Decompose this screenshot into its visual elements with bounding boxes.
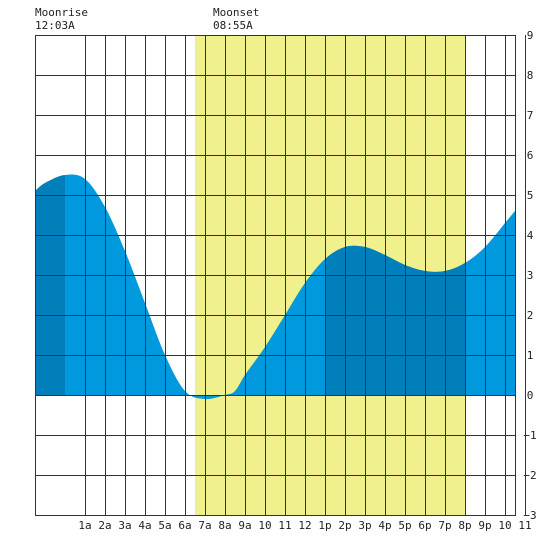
x-tick-label: 8p xyxy=(458,519,471,532)
x-tick-label-layer: 1a 2a 3a 4a 5a 6a 7a 8a 9a 10 11 12 1p 2p 3p 4p 5p 6p 7p 8p… xyxy=(78,519,531,532)
y-tick-label: 0 xyxy=(527,389,534,402)
x-tick-label: 6a xyxy=(178,519,191,532)
x-tick-label: 3a xyxy=(118,519,131,532)
y-tick-label: 6 xyxy=(527,149,534,162)
x-tick-label: 3p xyxy=(358,519,371,532)
x-tick-label: 4a xyxy=(138,519,151,532)
plot-border xyxy=(35,35,516,516)
tide-night-band-0 xyxy=(35,174,65,400)
y-tick-label: 4 xyxy=(527,229,534,242)
y-tick-label: 5 xyxy=(527,189,534,202)
y-tick-label: 2 xyxy=(527,309,534,322)
y-tick-label: 9 xyxy=(527,29,534,42)
x-tick-label: 10 xyxy=(258,519,271,532)
x-tick-label: 8a xyxy=(218,519,231,532)
x-tick-label: 6p xyxy=(418,519,431,532)
x-tick-label: 5p xyxy=(398,519,411,532)
x-tick-label: 12 xyxy=(298,519,311,532)
y-tick-label: 7 xyxy=(527,109,534,122)
moonset-title: Moonset xyxy=(213,6,259,19)
x-tick-label: 9a xyxy=(238,519,251,532)
x-tick-label: 9p xyxy=(478,519,491,532)
x-tick-label: 5a xyxy=(158,519,171,532)
x-tick-label: 4p xyxy=(378,519,391,532)
x-tick-label: 2a xyxy=(98,519,111,532)
x-tick-label: 7p xyxy=(438,519,451,532)
y-tick-label: −3 xyxy=(523,509,536,522)
y-tick-label: −2 xyxy=(523,469,536,482)
y-tick-label: −1 xyxy=(523,429,536,442)
x-tick-label: 11 xyxy=(278,519,291,532)
x-tick-label: 1p xyxy=(318,519,331,532)
moonrise-title: Moonrise xyxy=(35,6,88,19)
x-tick-label: 11 xyxy=(518,519,531,532)
y-tick-label: 8 xyxy=(527,69,534,82)
grid-layer xyxy=(35,35,526,516)
y-tick-label: 3 xyxy=(527,269,534,282)
x-tick-label: 10 xyxy=(498,519,511,532)
moonset-time: 08:55A xyxy=(213,19,253,32)
x-tick-label: 7a xyxy=(198,519,211,532)
y-tick-label: 1 xyxy=(527,349,534,362)
x-tick-label: 2p xyxy=(338,519,351,532)
moonrise-time: 12:03A xyxy=(35,19,75,32)
y-tick-label-layer: −3 −2 −1 0 1 2 3 4 5 6 7 8 9 xyxy=(523,29,536,522)
x-tick-label: 1a xyxy=(78,519,91,532)
